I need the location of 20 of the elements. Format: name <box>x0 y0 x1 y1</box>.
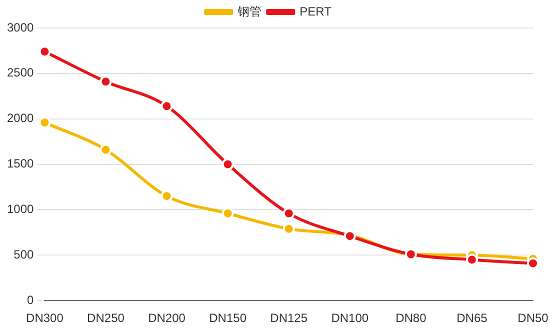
y-tick-label: 3000 <box>6 20 34 34</box>
y-tick-label: 1000 <box>6 202 34 216</box>
y-tick-label: 0 <box>27 292 34 307</box>
y-tick-label: 2500 <box>6 66 34 80</box>
x-tick-label: DN100 <box>331 311 369 326</box>
x-tick-label: DN80 <box>396 311 427 326</box>
y-tick-label: 1500 <box>6 156 34 171</box>
x-tick-label: DN200 <box>148 311 186 326</box>
y-tick-label: 2000 <box>6 111 34 126</box>
x-tick-label: DN250 <box>87 311 125 326</box>
legend-label: 钢管 <box>236 4 262 18</box>
x-tick-label: DN50 <box>518 311 549 326</box>
x-tick-label: DN65 <box>456 311 488 326</box>
point <box>222 158 234 170</box>
point <box>160 100 173 112</box>
legend-label: PERT <box>300 4 332 18</box>
x-tick-label: DN125 <box>270 311 308 326</box>
y-tick-label: 500 <box>14 247 34 262</box>
x-tick-label: DN300 <box>26 311 64 326</box>
x-tick-label: DN150 <box>209 311 247 326</box>
